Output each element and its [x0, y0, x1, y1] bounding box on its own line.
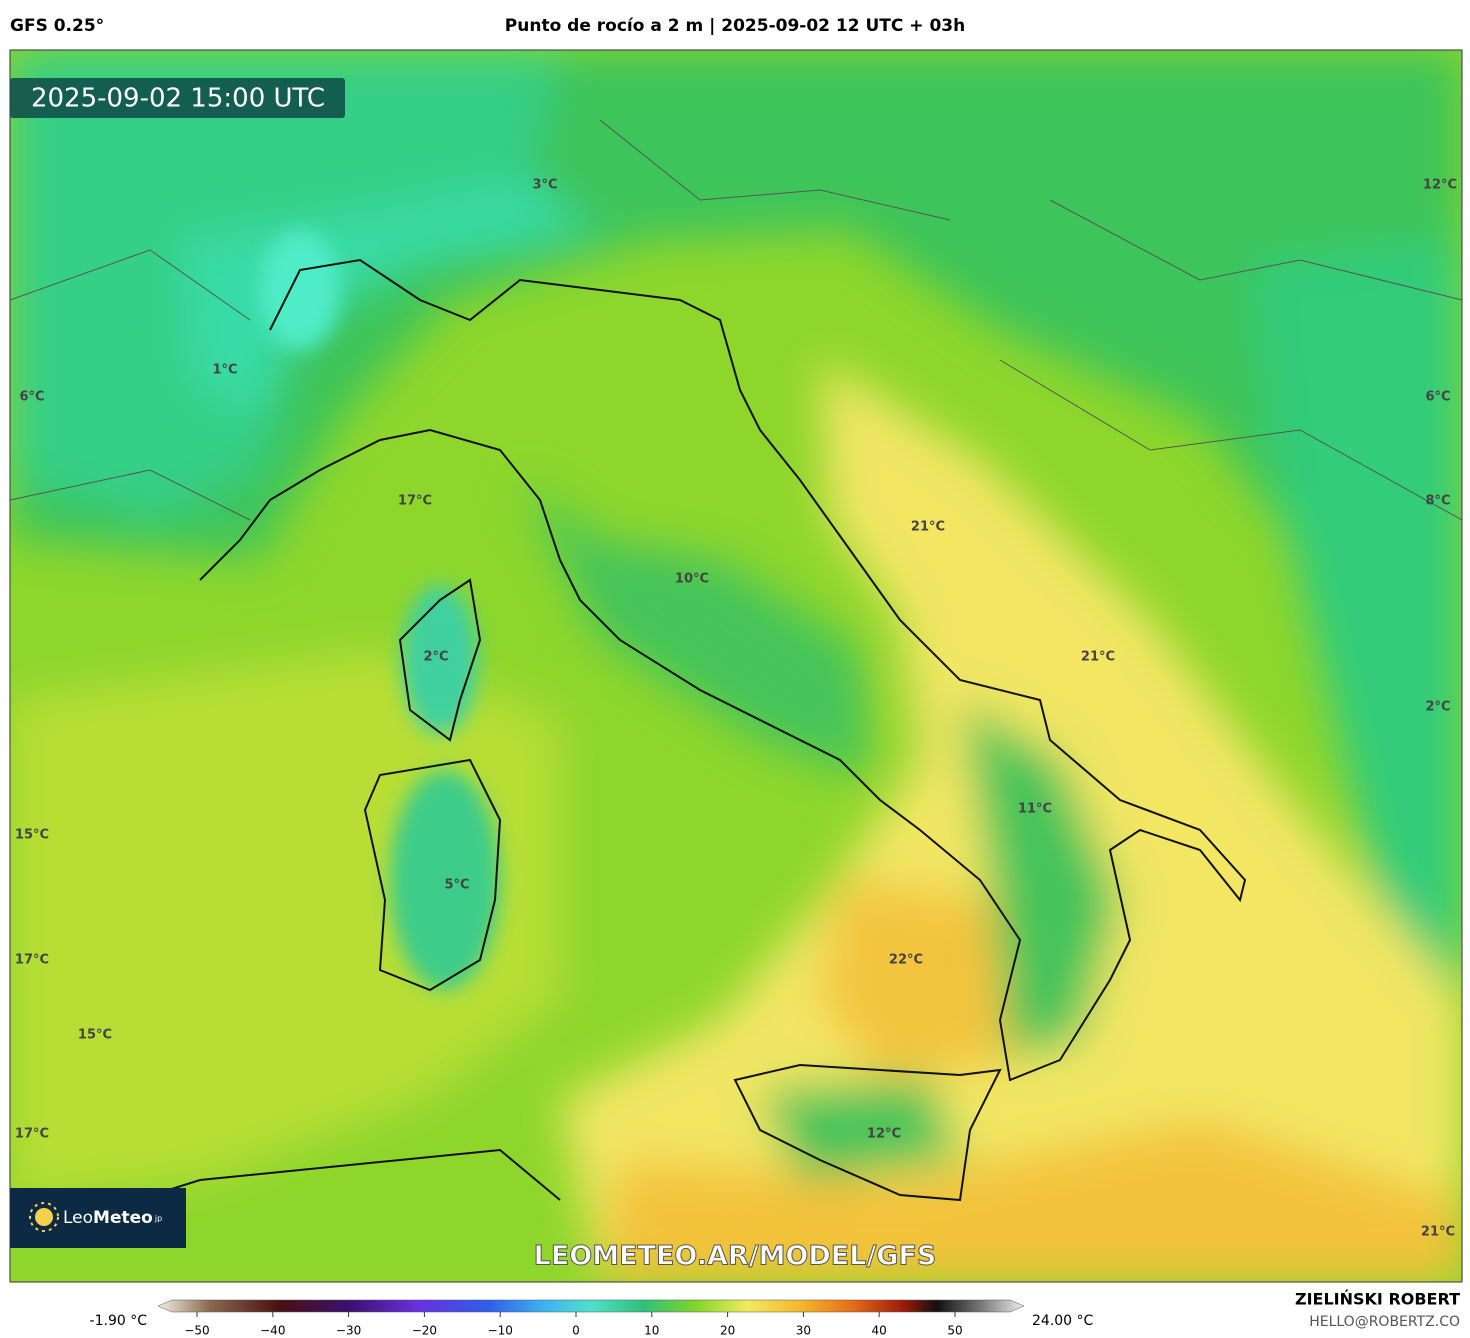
map-label: 12°C	[867, 1127, 901, 1142]
map-label: 17°C	[398, 494, 432, 509]
map-labels: 3°C 12°C 1°C 6°C 6°C 17°C 21°C 8°C 10°C …	[15, 178, 1457, 1240]
map-label: 21°C	[1081, 650, 1115, 665]
map-label: 1°C	[212, 363, 237, 378]
colorbar-tick-label: 20	[720, 1324, 735, 1338]
watermark: LEOMETEO.AR/MODEL/GFS	[534, 1241, 937, 1272]
colorbar-max: 24.00 °C	[1032, 1313, 1094, 1329]
map-label: 15°C	[78, 1028, 112, 1043]
timestamp: 2025-09-02 15:00 UTC	[31, 84, 325, 114]
colorbar-tick-label: 40	[872, 1324, 887, 1338]
map-label: 6°C	[1425, 390, 1450, 405]
map-label: 12°C	[1423, 178, 1457, 193]
map-label: 21°C	[911, 520, 945, 535]
map	[10, 50, 1462, 1282]
colorbar-tick-label: −10	[488, 1324, 513, 1338]
map-label: 22°C	[889, 953, 923, 968]
map-label: 6°C	[19, 390, 44, 405]
map-label: 2°C	[1425, 700, 1450, 715]
colorbar-tick-label: −50	[184, 1324, 209, 1338]
colorbar: -1.90 °C −50 −40 −30 −20 −10 0 10 20 30 40 50 24.0…	[90, 1299, 1094, 1338]
colorbar-tick-label: −40	[260, 1324, 285, 1338]
logo: LeoMeteo jp	[10, 1188, 186, 1248]
map-label: 17°C	[15, 1127, 49, 1142]
map-label: 15°C	[15, 828, 49, 843]
colorbar-tick-label: 50	[947, 1324, 962, 1338]
email: HELLO@ROBERTZ.CO	[1309, 1314, 1460, 1330]
colorbar-min: -1.90 °C	[90, 1313, 148, 1329]
colorbar-tick-label: 30	[796, 1324, 811, 1338]
map-label: 10°C	[675, 572, 709, 587]
colorbar-tick-label: −30	[336, 1324, 361, 1338]
map-label: 2°C	[423, 650, 448, 665]
colorbar-tick-label: 10	[644, 1324, 659, 1338]
map-label: 17°C	[15, 953, 49, 968]
map-label: 11°C	[1018, 802, 1052, 817]
title: Punto de rocío a 2 m | 2025-09-02 12 UTC…	[505, 16, 965, 36]
map-label: 8°C	[1425, 494, 1450, 509]
author: ZIELIŃSKI ROBERT	[1295, 1290, 1460, 1309]
map-label: 5°C	[444, 878, 469, 893]
map-label: 21°C	[1421, 1225, 1455, 1240]
colorbar-tick-label: −20	[412, 1324, 437, 1338]
colorbar-tick-label: 0	[572, 1324, 580, 1338]
model-name: GFS 0.25°	[10, 16, 104, 36]
map-label: 3°C	[532, 178, 557, 193]
colorbar-scale	[157, 1299, 1025, 1313]
logo-text: LeoMeteo jp	[63, 1208, 162, 1228]
